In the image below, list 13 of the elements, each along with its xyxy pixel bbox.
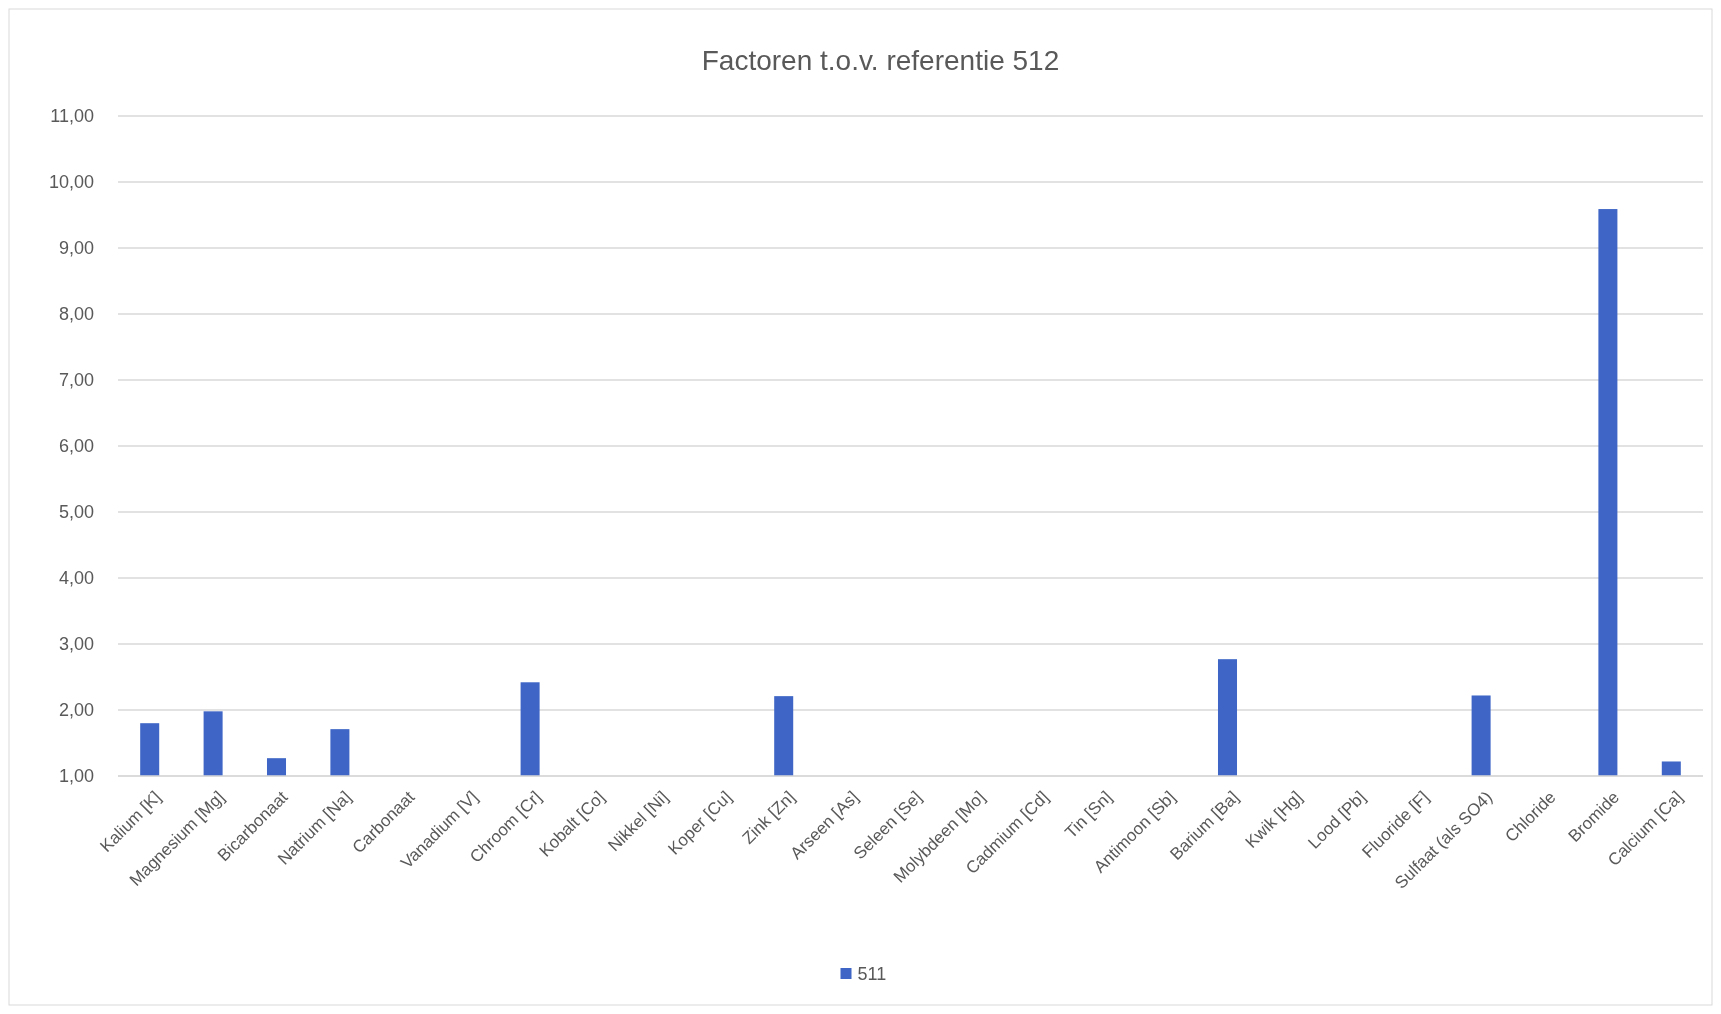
y-tick-label: 2,00 [58, 700, 94, 721]
y-tick-label: 5,00 [58, 502, 94, 523]
y-tick-label: 1,00 [58, 766, 94, 787]
y-tick-label: 11,00 [50, 106, 94, 127]
y-tick-label: 6,00 [58, 436, 94, 457]
chart-title: Factoren t.o.v. referentie 512 [701, 45, 1060, 76]
y-tick-label: 10,00 [48, 172, 94, 193]
y-tick-label: 7,00 [58, 370, 94, 391]
y-tick-label: 4,00 [58, 568, 94, 589]
y-tick-label: 9,00 [58, 238, 94, 259]
y-tick-label: 8,00 [58, 304, 94, 325]
y-tick-label: 3,00 [58, 634, 94, 655]
legend-label: 511 [857, 964, 887, 985]
